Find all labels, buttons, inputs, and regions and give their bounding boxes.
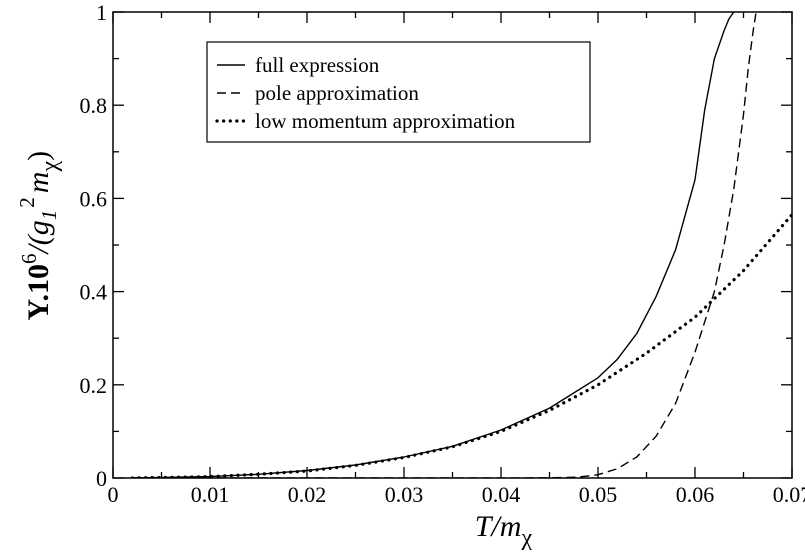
x-tick-label: 0.06: [676, 482, 715, 507]
series-line-solid: [132, 12, 735, 478]
x-axis-label-subscript: χ: [520, 525, 532, 551]
y-tick-label: 0.6: [80, 186, 108, 211]
y-axis-label-exponent: 6: [17, 254, 41, 265]
y-tick-label: 0.8: [80, 93, 108, 118]
x-tick-label: 0: [108, 482, 119, 507]
x-tick-label: 0.07: [773, 482, 805, 507]
y-axis-label-g-superscript: 2: [15, 197, 39, 208]
legend-entry-label: pole approximation: [255, 81, 419, 105]
y-tick-label: 0.2: [80, 373, 108, 398]
plot-area-frame: [112, 11, 793, 479]
series-line-dashed: [132, 12, 757, 478]
x-axis-label: T/mχ: [475, 510, 533, 551]
y-axis-label-m: m: [22, 172, 55, 194]
y-tick-label: 1: [96, 0, 107, 25]
x-tick-label: 0.04: [482, 482, 521, 507]
legend: full expression pole approximation low mom…: [206, 41, 591, 143]
y-tick-label: 0.4: [80, 280, 108, 305]
y-axis-label-prefix: Y.10: [22, 264, 55, 320]
y-axis-label-m-subscript: χ: [37, 161, 63, 173]
y-axis-label-close-paren: ): [22, 151, 55, 161]
legend-entry-label: full expression: [255, 53, 380, 77]
x-tick-label: 0.01: [191, 482, 230, 507]
series-layer: [130, 12, 792, 478]
x-tick-label: 0.05: [579, 482, 618, 507]
ticks-layer: 0 0.01 0.02 0.03 0.04 0.05 0.06 0.07 0 0.2 0.4 0.6 0…: [80, 0, 805, 507]
legend-entry-label: low momentum approximation: [255, 109, 516, 133]
x-axis-label-main: T/m: [475, 510, 522, 543]
y-axis-label-g-subscript: 1: [37, 210, 61, 221]
x-tick-label: 0.03: [385, 482, 424, 507]
y-axis-label-mid: /(g: [22, 220, 55, 255]
x-tick-label: 0.02: [288, 482, 327, 507]
y-tick-label: 0: [96, 466, 107, 491]
y-axis-label: Y.106/(g1 2 mχ): [15, 151, 63, 321]
series-line-dotted: [130, 213, 792, 478]
legend-box: [206, 41, 591, 143]
